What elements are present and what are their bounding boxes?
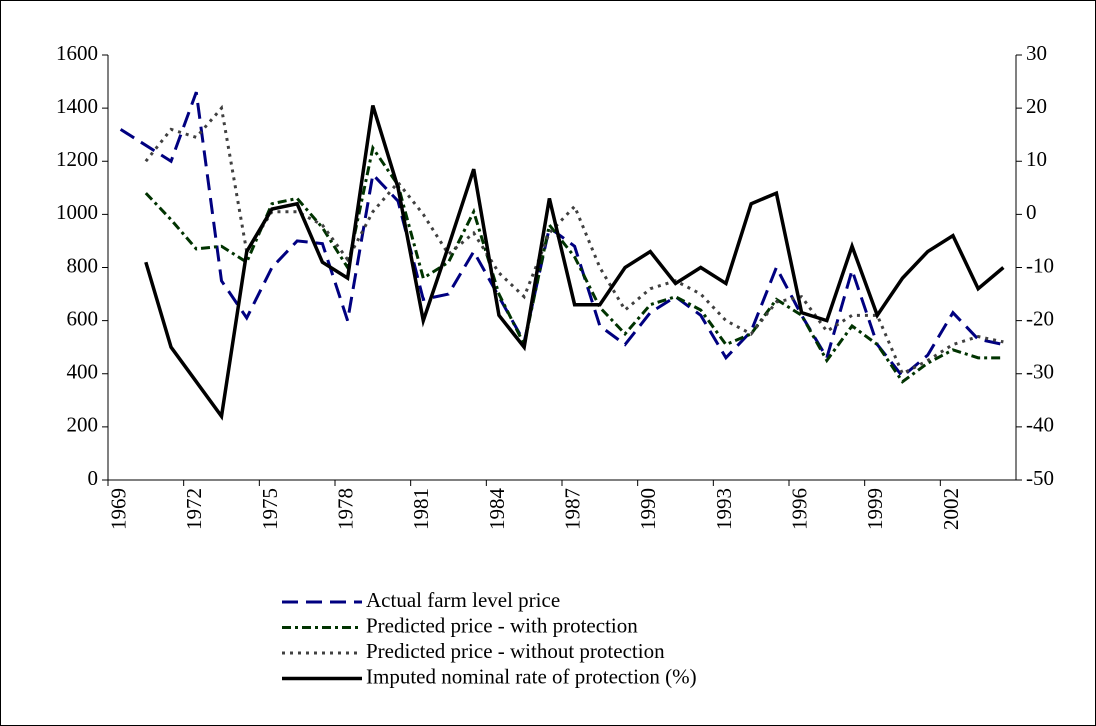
x-tick-label: 1972 [182,488,206,530]
y2-tick-label: -20 [1026,306,1054,330]
y2-tick-label: -40 [1026,413,1054,437]
y2-tick-label: -50 [1026,466,1054,490]
series-line [144,104,1005,421]
y2-tick-label: -10 [1026,253,1054,277]
y-tick-label: 600 [67,306,99,330]
x-tick-label: 1996 [787,488,811,530]
x-tick-label: 1999 [863,488,887,530]
x-tick-label: 1981 [409,488,433,530]
x-tick-label: 1969 [106,488,130,530]
y-tick-label: 1600 [56,41,98,65]
y2-tick-label: -30 [1026,360,1054,384]
x-tick-label: 2002 [939,488,963,530]
y2-tick-label: 0 [1026,200,1037,224]
legend-label: Actual farm level price [366,588,560,612]
legend-label: Predicted price - without protection [366,639,665,663]
y-tick-label: 1400 [56,94,98,118]
y-tick-label: 200 [67,413,99,437]
x-tick-label: 1978 [333,488,357,530]
x-tick-label: 1987 [560,488,584,530]
y-tick-label: 400 [67,360,99,384]
y2-tick-label: 10 [1026,147,1047,171]
legend-label: Imputed nominal rate of protection (%) [366,664,697,688]
y2-tick-label: 30 [1026,41,1047,65]
series-line [119,91,1004,379]
x-tick-label: 1975 [258,488,282,530]
x-tick-label: 1990 [636,488,660,530]
y2-tick-label: 20 [1026,94,1047,118]
y-tick-label: 1200 [56,147,98,171]
legend-label: Predicted price - with protection [366,613,638,637]
series-line [144,144,1004,384]
y-tick-label: 1000 [56,200,98,224]
x-tick-label: 1984 [485,488,509,531]
y-tick-label: 800 [67,253,99,277]
y-tick-label: 0 [88,466,99,490]
x-tick-label: 1993 [712,488,736,530]
